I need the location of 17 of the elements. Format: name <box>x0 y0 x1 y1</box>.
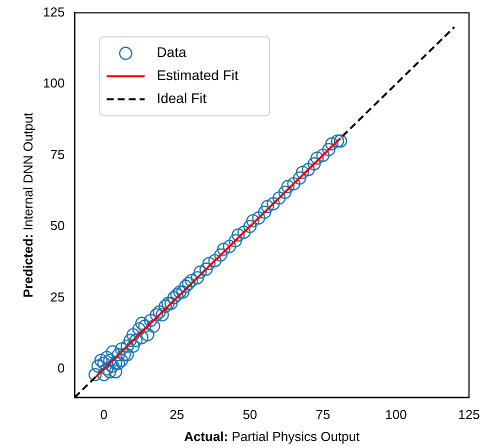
y-tick-label: 0 <box>57 360 65 376</box>
legend-label: Data <box>156 44 186 60</box>
y-tick-label: 25 <box>50 289 65 304</box>
legend-label: Estimated Fit <box>156 67 238 84</box>
x-tick-label: 100 <box>385 406 407 422</box>
y-axis-title: Predicted: Internal DNN Output <box>20 112 36 298</box>
x-tick-label: 50 <box>242 406 258 422</box>
x-tick-label: 0 <box>100 406 108 422</box>
y-tick-label: 75 <box>50 146 65 162</box>
y-tick-label: 100 <box>42 76 65 91</box>
legend-label: Ideal Fit <box>156 90 207 106</box>
x-tick-label: 25 <box>170 406 184 422</box>
y-tick-label: 50 <box>50 218 65 234</box>
x-tick-label: 125 <box>458 406 480 422</box>
x-tick-label: 75 <box>316 406 330 422</box>
x-axis-title: Actual: Partial Physics Output <box>184 428 360 444</box>
y-tick-label: 125 <box>42 4 65 20</box>
